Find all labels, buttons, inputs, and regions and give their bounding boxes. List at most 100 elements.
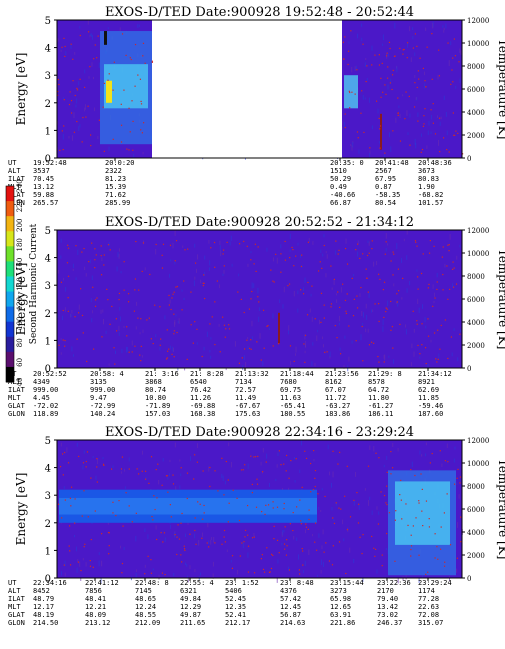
table-cell: 12.17 [33, 603, 54, 611]
spectrogram-panel-2: EXOS-D/TED Date:900928 20:52:52 - 21:34:… [8, 215, 505, 418]
y2-tick-label: 12000 [467, 17, 489, 25]
table-cell: 23:22:36 [377, 579, 411, 587]
table-cell: 12.65 [330, 603, 351, 611]
table-cell: 23: 1:52 [225, 579, 259, 587]
table-cell: -63.27 [325, 402, 350, 410]
table-cell: 0.87 [375, 183, 392, 191]
y2-tick-label: 12000 [467, 227, 489, 235]
table-cell: -61.27 [368, 402, 393, 410]
table-cell: 999.00 [33, 386, 58, 394]
colorbar-segment [6, 276, 14, 293]
table-cell: 80.54 [375, 199, 396, 207]
y-tick-label: 5 [45, 16, 51, 27]
y2-tick-label: 4000 [467, 319, 485, 327]
table-cell: 21:18:44 [280, 370, 314, 378]
table-cell: 11.63 [280, 394, 301, 402]
y2-axis-label: Temperature [K] [496, 39, 505, 140]
table-cell: 23: 8:48 [280, 579, 314, 587]
y-tick-label: 2 [45, 99, 51, 110]
table-cell: 66.87 [330, 199, 351, 207]
y2-tick-label: 2000 [467, 132, 485, 140]
table-cell: 7856 [85, 587, 102, 595]
table-cell: 11.26 [190, 394, 211, 402]
y-tick-label: 3 [45, 491, 51, 502]
table-cell: 2170 [377, 587, 394, 595]
table-cell: 183.86 [325, 410, 350, 418]
y2-tick-label: 10000 [467, 460, 489, 468]
table-cell: 214.63 [280, 619, 305, 627]
spectrogram-panel-1: EXOS-D/TED Date:900928 19:52:48 - 20:52:… [8, 5, 505, 207]
table-cell: 76.42 [190, 386, 211, 394]
table-cell: 3868 [145, 378, 162, 386]
table-cell: -67.67 [235, 402, 260, 410]
table-cell: -68.82 [418, 191, 443, 199]
table-cell: 212.09 [135, 619, 160, 627]
table-cell: 140.24 [90, 410, 115, 418]
table-cell: 4.45 [33, 394, 50, 402]
y-tick-label: 2 [45, 309, 51, 320]
table-cell: 20:41:48 [375, 159, 409, 167]
y-axis-left: 0 1 2 3 4 5 Energy [eV] [14, 16, 57, 165]
table-cell: 20:48:36 [418, 159, 452, 167]
table-cell: 49.84 [180, 595, 201, 603]
table-row-label: GLON [8, 619, 25, 627]
table-cell: 48.79 [33, 595, 54, 603]
table-cell: 52.41 [225, 611, 246, 619]
data-gap [152, 20, 342, 158]
table-cell: 246.37 [377, 619, 402, 627]
colorbar: 40 60 80 100 120 140 160 180 200 220 240 Second Har… [5, 179, 39, 387]
table-cell: 56.87 [280, 611, 301, 619]
colorbar-tick-label: 120 [16, 297, 24, 310]
table-cell: 180.55 [280, 410, 305, 418]
temperature-trace [57, 30, 464, 155]
colorbar-segment [6, 261, 14, 277]
table-cell: 23:15:44 [330, 579, 364, 587]
orbit-table: UT 19:52:48 20:0:20 20:35: 0 20:41:48 20:48:3… [8, 159, 452, 207]
table-row-label: MLT [8, 394, 21, 402]
colorbar-segment [6, 216, 14, 232]
table-cell: 21:23:56 [325, 370, 359, 378]
table-cell: 20:52:52 [33, 370, 67, 378]
table-cell: 8162 [325, 378, 342, 386]
table-cell: 48.65 [135, 595, 156, 603]
table-cell: 62.69 [418, 386, 439, 394]
y-tick-label: 2 [45, 519, 51, 530]
table-cell: 2567 [375, 167, 392, 175]
table-cell: 11.49 [235, 394, 256, 402]
table-cell: 48.19 [33, 611, 54, 619]
table-cell: 285.99 [105, 199, 130, 207]
table-cell: 22:55: 4 [180, 579, 214, 587]
table-cell: 12.29 [180, 603, 201, 611]
panel-title: EXOS-D/TED Date:900928 19:52:48 - 20:52:… [105, 5, 414, 20]
signal-region-right [344, 75, 382, 150]
table-cell: 315.07 [418, 619, 443, 627]
table-cell: 101.57 [418, 199, 443, 207]
colorbar-tick-label: 160 [16, 258, 24, 271]
y2-axis-label: Temperature [K] [496, 249, 505, 350]
panel-title: EXOS-D/TED Date:900928 22:34:16 - 23:29:… [105, 425, 414, 440]
colorbar-segment [6, 231, 14, 247]
table-cell: 23:29:24 [418, 579, 452, 587]
y-tick-label: 5 [45, 436, 51, 447]
colorbar-tick-label: 180 [16, 238, 24, 251]
colorbar-segment [6, 336, 14, 353]
colorbar-segment [6, 201, 14, 217]
table-cell: 48.41 [85, 595, 106, 603]
energy-band [59, 489, 317, 523]
table-cell: 20:58: 4 [90, 370, 124, 378]
table-cell: 22.63 [418, 603, 439, 611]
colorbar-segment [6, 186, 14, 202]
y-tick-label: 3 [45, 281, 51, 292]
table-cell: 187.60 [418, 410, 443, 418]
table-cell: 72.57 [235, 386, 256, 394]
table-cell: -72.99 [90, 402, 115, 410]
y2-tick-label: 2000 [467, 552, 485, 560]
panel-title: EXOS-D/TED Date:900928 20:52:52 - 21:34:… [105, 215, 414, 230]
y-tick-label: 3 [45, 71, 51, 82]
table-cell: -69.88 [190, 402, 215, 410]
colorbar-tick-label: 40 [16, 378, 24, 387]
table-cell: 118.89 [33, 410, 58, 418]
table-cell: -59.46 [418, 402, 443, 410]
table-cell: 12.35 [225, 603, 246, 611]
colorbar-segment [6, 351, 14, 368]
